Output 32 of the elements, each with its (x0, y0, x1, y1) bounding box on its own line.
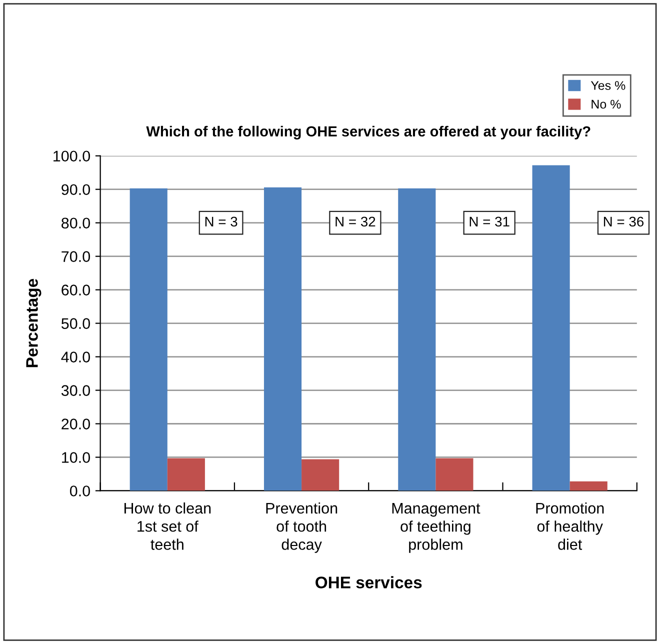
bar (398, 188, 436, 491)
bar (130, 188, 168, 491)
bar (436, 458, 474, 491)
annotation: N = 3 (205, 216, 238, 227)
y-tick-label: 40.0 (61, 352, 90, 362)
bar (532, 165, 570, 491)
bar (570, 481, 608, 491)
y-tick-label: 60.0 (62, 284, 90, 296)
annotation: N = 36 (604, 216, 644, 227)
chart-title: Which of the following OHE services are offered at your facility? (146, 126, 590, 140)
y-tick-label: 30.0 (61, 385, 90, 396)
y-tick-label: 80.0 (62, 218, 90, 229)
y-tick-label: 10.0 (62, 452, 90, 463)
y-tick-label: 20.0 (62, 418, 90, 430)
y-tick-label: 90.0 (62, 184, 90, 196)
x-tick-label: How to clean 1st set of teeth (124, 502, 211, 550)
legend-label: Yes % (590, 81, 626, 90)
y-tick-label: 0.0 (70, 486, 90, 496)
y-tick-label: 100.0 (54, 150, 90, 162)
legend-label: No % (592, 100, 621, 109)
y-axis-title: Percentage (26, 278, 42, 368)
bar (167, 458, 205, 491)
bar (264, 187, 302, 491)
x-axis-title: OHE services (316, 576, 422, 588)
x-tick-label: Management of teething problem (392, 503, 480, 553)
bar (302, 459, 340, 491)
y-tick-label: 50.0 (61, 318, 90, 329)
x-tick-label: Prevention of tooth decay (266, 502, 338, 553)
annotation: N = 31 (470, 216, 510, 227)
annotation: N = 32 (336, 216, 376, 227)
y-tick-label: 70.0 (62, 251, 90, 262)
x-tick-label: Promotion of healthy diet (536, 502, 604, 550)
